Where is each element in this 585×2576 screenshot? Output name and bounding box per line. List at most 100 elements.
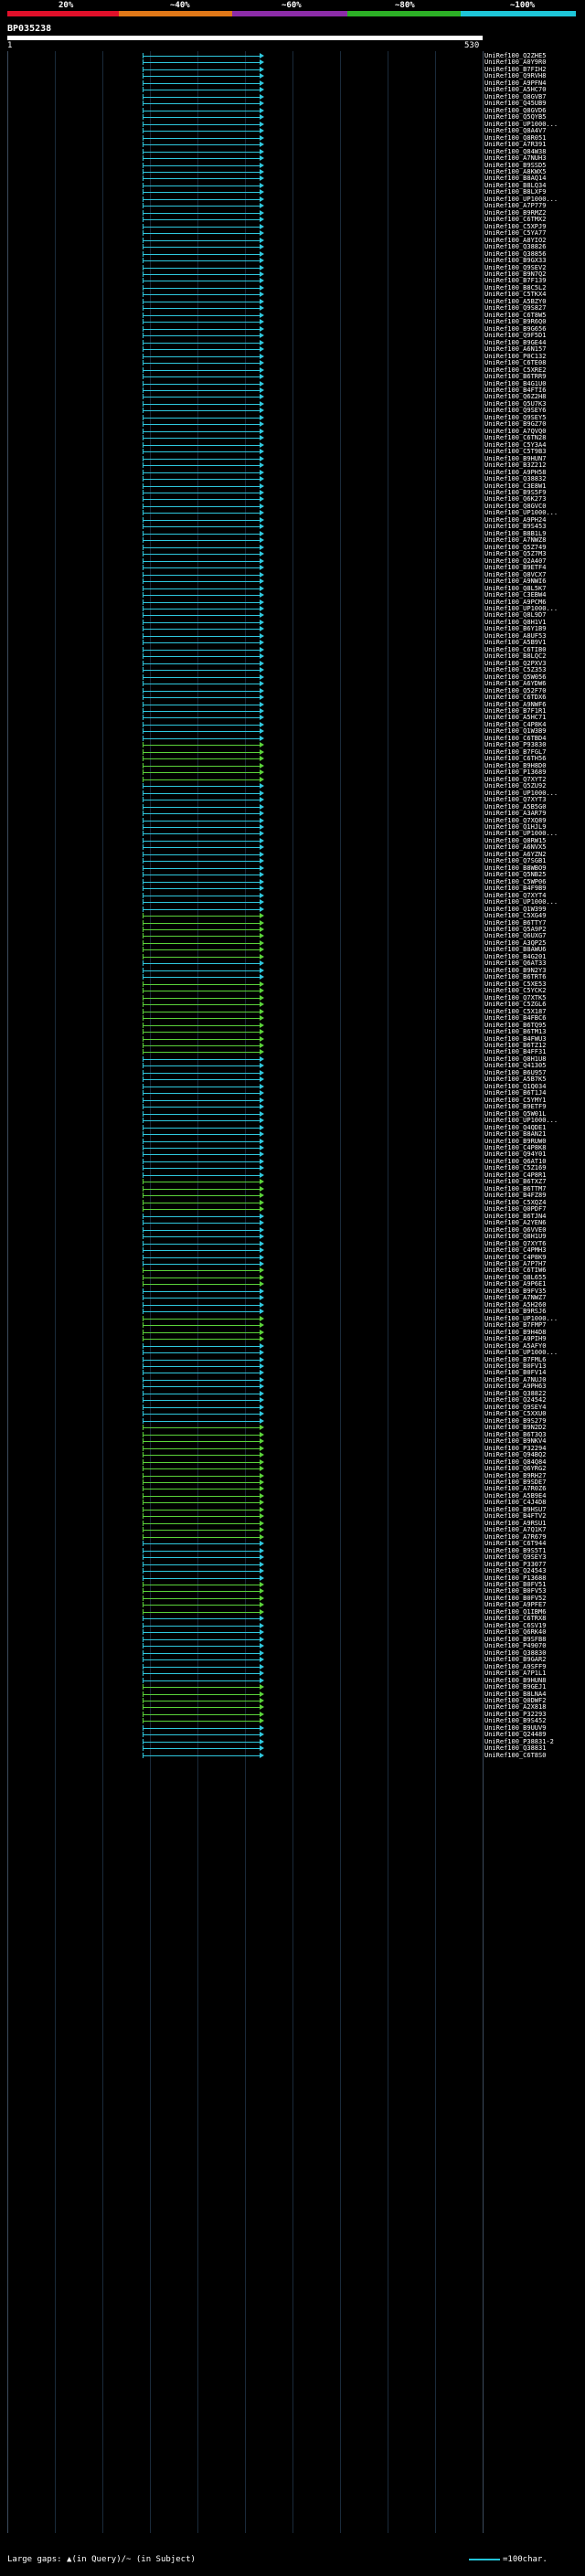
hit-alignment-bar[interactable] bbox=[143, 117, 260, 119]
hit-alignment-bar[interactable] bbox=[143, 847, 260, 849]
hit-row[interactable]: UniRef100_A6YDW6 bbox=[0, 680, 585, 687]
hit-row[interactable]: UniRef100_Q38822 bbox=[0, 1390, 585, 1397]
hit-row[interactable]: UniRef100_B4FTI6 bbox=[0, 387, 585, 394]
hit-label[interactable]: UniRef100_A2YEN6 bbox=[484, 1219, 547, 1227]
hit-row[interactable]: UniRef100_A7NWZ8 bbox=[0, 536, 585, 544]
hit-label[interactable]: UniRef100_A6YZN2 bbox=[484, 850, 547, 858]
hit-row[interactable]: UniRef100_A9PH63 bbox=[0, 1383, 585, 1390]
hit-label[interactable]: UniRef100_P93830 bbox=[484, 741, 547, 749]
hit-alignment-bar[interactable] bbox=[143, 479, 260, 481]
hit-label[interactable]: UniRef100_B7FGL7 bbox=[484, 747, 547, 756]
hit-label[interactable]: UniRef100_UP1000... bbox=[484, 1349, 558, 1357]
hit-alignment-bar[interactable] bbox=[143, 369, 260, 371]
hit-alignment-bar[interactable] bbox=[143, 1304, 260, 1306]
hit-alignment-bar[interactable] bbox=[143, 322, 260, 323]
hit-label[interactable]: UniRef100_B6TRT6 bbox=[484, 973, 547, 981]
hit-label[interactable]: UniRef100_C5Y3A4 bbox=[484, 440, 547, 449]
hit-row[interactable]: UniRef100_A5B9E4 bbox=[0, 1492, 585, 1500]
hit-row[interactable]: UniRef100_Q8H1U8 bbox=[0, 1055, 585, 1063]
hit-alignment-bar[interactable] bbox=[143, 1509, 260, 1511]
hit-row[interactable]: UniRef100_A9RSU1 bbox=[0, 1520, 585, 1527]
hit-row[interactable]: UniRef100_Q6AT33 bbox=[0, 959, 585, 968]
hit-label[interactable]: UniRef100_Q8GVC0 bbox=[484, 502, 547, 510]
hit-row[interactable]: UniRef100_C5YMY1 bbox=[0, 1097, 585, 1104]
hit-label[interactable]: UniRef100_C5XE53 bbox=[484, 980, 547, 988]
hit-alignment-bar[interactable] bbox=[143, 164, 260, 166]
hit-row[interactable]: UniRef100_C6TIW6 bbox=[0, 1267, 585, 1274]
hit-label[interactable]: UniRef100_Q7XQ89 bbox=[484, 816, 547, 824]
hit-alignment-bar[interactable] bbox=[143, 1543, 260, 1545]
hit-label[interactable]: UniRef100_Q6AT33 bbox=[484, 959, 547, 968]
hit-label[interactable]: UniRef100_Q7XYT2 bbox=[484, 775, 547, 783]
hit-row[interactable]: UniRef100_Q5A9P2 bbox=[0, 926, 585, 933]
hit-row[interactable]: UniRef100_B0FV13 bbox=[0, 1362, 585, 1370]
hit-label[interactable]: UniRef100_P32294 bbox=[484, 1444, 547, 1452]
hit-row[interactable]: UniRef100_B9G656 bbox=[0, 325, 585, 333]
hit-label[interactable]: UniRef100_B9UUV9 bbox=[484, 1723, 547, 1732]
hit-row[interactable]: UniRef100_Q38856 bbox=[0, 250, 585, 258]
hit-alignment-bar[interactable] bbox=[143, 1298, 260, 1299]
hit-row[interactable]: UniRef100_Q6AT10 bbox=[0, 1158, 585, 1165]
hit-label[interactable]: UniRef100_Q6YRG2 bbox=[484, 1465, 547, 1473]
hit-alignment-bar[interactable] bbox=[143, 513, 260, 514]
hit-label[interactable]: UniRef100_B9RUW0 bbox=[484, 1137, 547, 1145]
hit-row[interactable]: UniRef100_C4J4D8 bbox=[0, 1499, 585, 1507]
hit-label[interactable]: UniRef100_A5B7K5 bbox=[484, 1076, 547, 1084]
hit-label[interactable]: UniRef100_B9N7Q2 bbox=[484, 270, 547, 278]
hit-label[interactable]: UniRef100_Q1Q034 bbox=[484, 1082, 547, 1090]
hit-alignment-bar[interactable] bbox=[143, 751, 260, 753]
hit-alignment-bar[interactable] bbox=[143, 560, 260, 562]
hit-row[interactable]: UniRef100_Q5NB25 bbox=[0, 871, 585, 878]
hit-row[interactable]: UniRef100_Q8L5K7 bbox=[0, 585, 585, 592]
hit-label[interactable]: UniRef100_Q5W01L bbox=[484, 1109, 547, 1118]
hit-alignment-bar[interactable] bbox=[143, 881, 260, 883]
hit-row[interactable]: UniRef100_Q9F5D1 bbox=[0, 332, 585, 339]
hit-alignment-bar[interactable] bbox=[143, 820, 260, 822]
hit-row[interactable]: UniRef100_B4G201 bbox=[0, 953, 585, 960]
hit-alignment-bar[interactable] bbox=[143, 260, 260, 262]
hit-row[interactable]: UniRef100_C5YCK2 bbox=[0, 987, 585, 994]
hit-alignment-bar[interactable] bbox=[143, 376, 260, 378]
hit-label[interactable]: UniRef100_B0FV52 bbox=[484, 1594, 547, 1602]
hit-row[interactable]: UniRef100_A5B7K5 bbox=[0, 1076, 585, 1083]
hit-label[interactable]: UniRef100_C5XRE2 bbox=[484, 366, 547, 374]
hit-alignment-bar[interactable] bbox=[143, 1516, 260, 1518]
hit-row[interactable]: UniRef100_B8LQ34 bbox=[0, 182, 585, 189]
hit-alignment-bar[interactable] bbox=[143, 1379, 260, 1381]
hit-label[interactable]: UniRef100_Q9SEY6 bbox=[484, 407, 547, 415]
hit-label[interactable]: UniRef100_B8C5L2 bbox=[484, 283, 547, 292]
hit-label[interactable]: UniRef100_C4PMH3 bbox=[484, 1246, 547, 1255]
hit-label[interactable]: UniRef100_P38831-2 bbox=[484, 1737, 554, 1745]
hit-label[interactable]: UniRef100_C5XPJ9 bbox=[484, 222, 547, 230]
hit-label[interactable]: UniRef100_C6TMX2 bbox=[484, 216, 547, 224]
hit-label[interactable]: UniRef100_B9GAR2 bbox=[484, 1656, 547, 1664]
hit-row[interactable]: UniRef100_B9R6Q0 bbox=[0, 318, 585, 326]
hit-label[interactable]: UniRef100_C6T8S0 bbox=[484, 1751, 547, 1759]
hit-row[interactable]: UniRef100_B0FV51 bbox=[0, 1581, 585, 1588]
hit-row[interactable]: UniRef100_Q9SEY3 bbox=[0, 1553, 585, 1561]
hit-row[interactable]: UniRef100_B3Z212 bbox=[0, 461, 585, 469]
hit-row[interactable]: UniRef100_Q9SEY5 bbox=[0, 414, 585, 421]
hit-label[interactable]: UniRef100_B9R6Q0 bbox=[484, 318, 547, 326]
hit-label[interactable]: UniRef100_B9NKV4 bbox=[484, 1437, 547, 1446]
hit-row[interactable]: UniRef100_Q0PDF7 bbox=[0, 1205, 585, 1213]
hit-row[interactable]: UniRef100_B9SFB8 bbox=[0, 1636, 585, 1643]
hit-label[interactable]: UniRef100_A7P1L1 bbox=[484, 1670, 547, 1678]
hit-label[interactable]: UniRef100_Q8GVB7 bbox=[484, 92, 547, 101]
hit-label[interactable]: UniRef100_B9GE44 bbox=[484, 338, 547, 346]
hit-alignment-bar[interactable] bbox=[143, 1215, 260, 1217]
hit-row[interactable]: UniRef100_B7FIH2 bbox=[0, 66, 585, 73]
hit-label[interactable]: UniRef100_Q5W056 bbox=[484, 673, 547, 681]
hit-label[interactable]: UniRef100_C4J4D8 bbox=[484, 1499, 547, 1507]
hit-row[interactable]: UniRef100_C4P8K8 bbox=[0, 1144, 585, 1151]
hit-alignment-bar[interactable] bbox=[143, 103, 260, 105]
hit-label[interactable]: UniRef100_C6TIB0 bbox=[484, 645, 547, 653]
hit-alignment-bar[interactable] bbox=[143, 663, 260, 664]
hit-row[interactable]: UniRef100_B9GAR2 bbox=[0, 1656, 585, 1664]
hit-alignment-bar[interactable] bbox=[143, 56, 260, 57]
hit-label[interactable]: UniRef100_Q1W3B9 bbox=[484, 727, 547, 736]
hit-label[interactable]: UniRef100_Q52F70 bbox=[484, 686, 547, 694]
hit-row[interactable]: UniRef100_C6T8W5 bbox=[0, 312, 585, 319]
hit-alignment-bar[interactable] bbox=[143, 1079, 260, 1081]
hit-label[interactable]: UniRef100_Q5ZU92 bbox=[484, 782, 547, 790]
